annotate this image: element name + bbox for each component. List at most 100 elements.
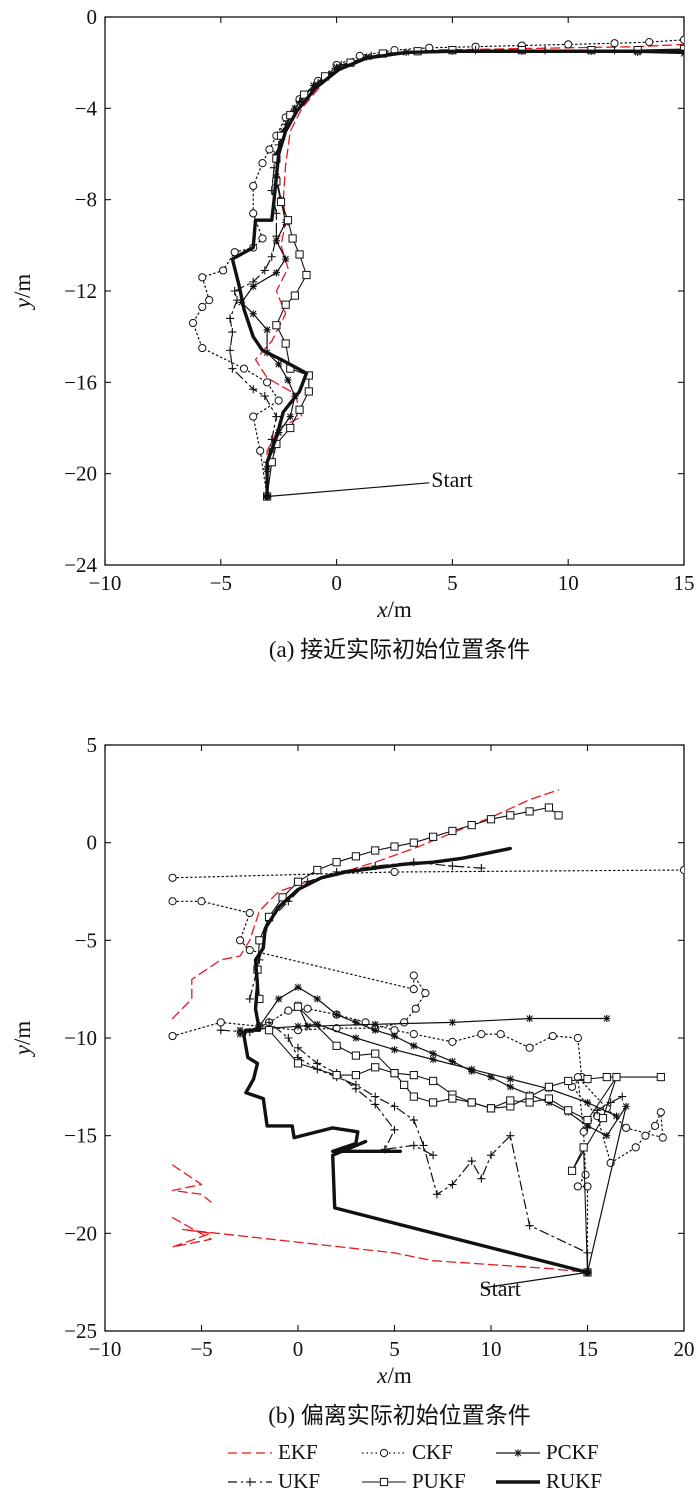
data-point-ckf — [236, 936, 245, 945]
data-point-ukf — [228, 364, 237, 373]
data-point-pukf — [293, 1059, 303, 1068]
data-point-ckf — [216, 1018, 225, 1027]
data-point-pckf — [275, 995, 283, 1003]
data-point-ukf — [448, 1180, 457, 1189]
data-point-ckf — [230, 248, 239, 257]
data-point-ukf — [216, 1026, 225, 1035]
data-point-pckf — [304, 1022, 312, 1030]
data-point-ukf — [272, 412, 281, 421]
data-point-pckf — [286, 412, 294, 421]
data-point-pukf — [409, 1071, 418, 1080]
data-point-ckf — [168, 873, 177, 882]
data-point-ukf — [267, 252, 276, 261]
data-point-pckf — [236, 1026, 244, 1034]
start-leader-line — [267, 482, 430, 498]
series-line-pukf — [297, 1006, 618, 1273]
data-point-pckf — [622, 1102, 630, 1110]
x-tick-label: 15 — [577, 1337, 598, 1361]
data-point-ckf — [477, 1029, 486, 1039]
data-point-ckf — [658, 1133, 667, 1142]
data-point-ukf — [432, 1190, 442, 1199]
data-point-pukf — [429, 1076, 438, 1086]
data-point-pckf — [272, 269, 280, 277]
data-point-ckf — [421, 988, 430, 998]
data-point-pukf — [602, 1072, 611, 1082]
legend: EKF CKF PCKF UKF PUKF RUKF — [228, 1440, 602, 1493]
panel-caption: (a) 接近实际初始位置条件 — [269, 637, 530, 662]
data-point-pckf — [236, 1030, 244, 1038]
data-point-ukf — [293, 1043, 303, 1052]
data-point-ckf — [188, 318, 198, 328]
data-point-pckf — [313, 995, 321, 1003]
data-point-ukf — [249, 385, 258, 394]
data-point-ckf — [656, 1108, 665, 1117]
data-point-ukf — [249, 277, 258, 286]
data-point-ckf — [205, 296, 214, 305]
y-tick-label: −16 — [64, 370, 97, 394]
series-line-ekf — [171, 1217, 589, 1274]
x-tick-label: 0 — [331, 571, 342, 595]
x-tick-label: −5 — [210, 571, 232, 595]
data-point-ckf — [622, 1123, 631, 1132]
data-point-pckf — [468, 1065, 476, 1073]
x-tick-label: −10 — [89, 571, 122, 595]
data-point-pckf — [275, 360, 283, 368]
data-point-ckf — [573, 1182, 582, 1191]
legend-label-ukf: UKF — [278, 1469, 320, 1493]
data-point-pckf — [371, 1020, 379, 1028]
data-point-ckf — [564, 40, 573, 49]
data-point-pckf — [390, 1032, 399, 1040]
data-point-ukf — [486, 1151, 496, 1160]
data-point-pckf — [249, 310, 257, 318]
series-line-ckf — [172, 869, 684, 879]
data-point-ckf — [610, 39, 619, 48]
data-point-pukf — [429, 832, 438, 841]
data-point-pukf — [281, 300, 290, 309]
y-tick-label: 5 — [87, 733, 98, 757]
series-group — [168, 789, 684, 1277]
data-point-ckf — [409, 1029, 418, 1039]
data-point-ckf — [239, 364, 249, 373]
data-point-pukf — [486, 815, 496, 824]
data-point-pukf — [332, 858, 341, 867]
data-point-ckf — [265, 145, 274, 154]
y-axis-label: y/m — [10, 1021, 35, 1058]
data-point-pukf — [525, 1098, 534, 1107]
legend-item-ukf: UKF — [228, 1469, 320, 1493]
data-point-pckf — [294, 1022, 302, 1030]
data-point-ukf — [371, 1092, 380, 1101]
data-point-pckf — [506, 1075, 514, 1083]
legend-label-ckf: CKF — [412, 1440, 453, 1464]
data-point-pukf — [351, 1051, 360, 1060]
data-point-pukf — [400, 1080, 409, 1089]
panel-caption: (b) 偏离实际初始位置条件 — [268, 1403, 531, 1428]
legend-item-ckf: CKF — [362, 1440, 453, 1464]
y-tick-label: −8 — [75, 188, 97, 212]
data-point-pckf — [429, 1050, 437, 1058]
data-point-ckf — [573, 1072, 582, 1082]
data-point-pukf — [679, 44, 684, 54]
data-point-pukf — [264, 1026, 274, 1035]
data-point-ckf — [525, 1043, 534, 1052]
x-tick-label: 0 — [293, 1337, 304, 1361]
data-point-pukf — [290, 291, 300, 300]
x-axis-label: x/m — [376, 597, 412, 622]
data-point-ckf — [198, 302, 207, 312]
data-point-ckf — [168, 1031, 177, 1041]
data-point-ckf — [390, 867, 399, 877]
x-tick-label: 5 — [389, 1337, 400, 1361]
data-point-pckf — [272, 237, 280, 245]
start-label: Start — [479, 1276, 521, 1301]
data-point-pckf — [333, 1010, 341, 1019]
x-tick-label: 5 — [447, 571, 458, 595]
y-tick-label: 0 — [87, 5, 98, 29]
data-point-pckf — [309, 81, 318, 90]
data-point-pckf — [603, 1014, 611, 1023]
data-point-pckf — [448, 1018, 456, 1026]
data-point-pckf — [603, 1132, 611, 1140]
data-point-ckf — [303, 1004, 312, 1013]
data-point-pukf — [295, 405, 304, 414]
legend-marker-ckf — [379, 1448, 389, 1458]
data-point-pckf — [410, 1042, 418, 1050]
